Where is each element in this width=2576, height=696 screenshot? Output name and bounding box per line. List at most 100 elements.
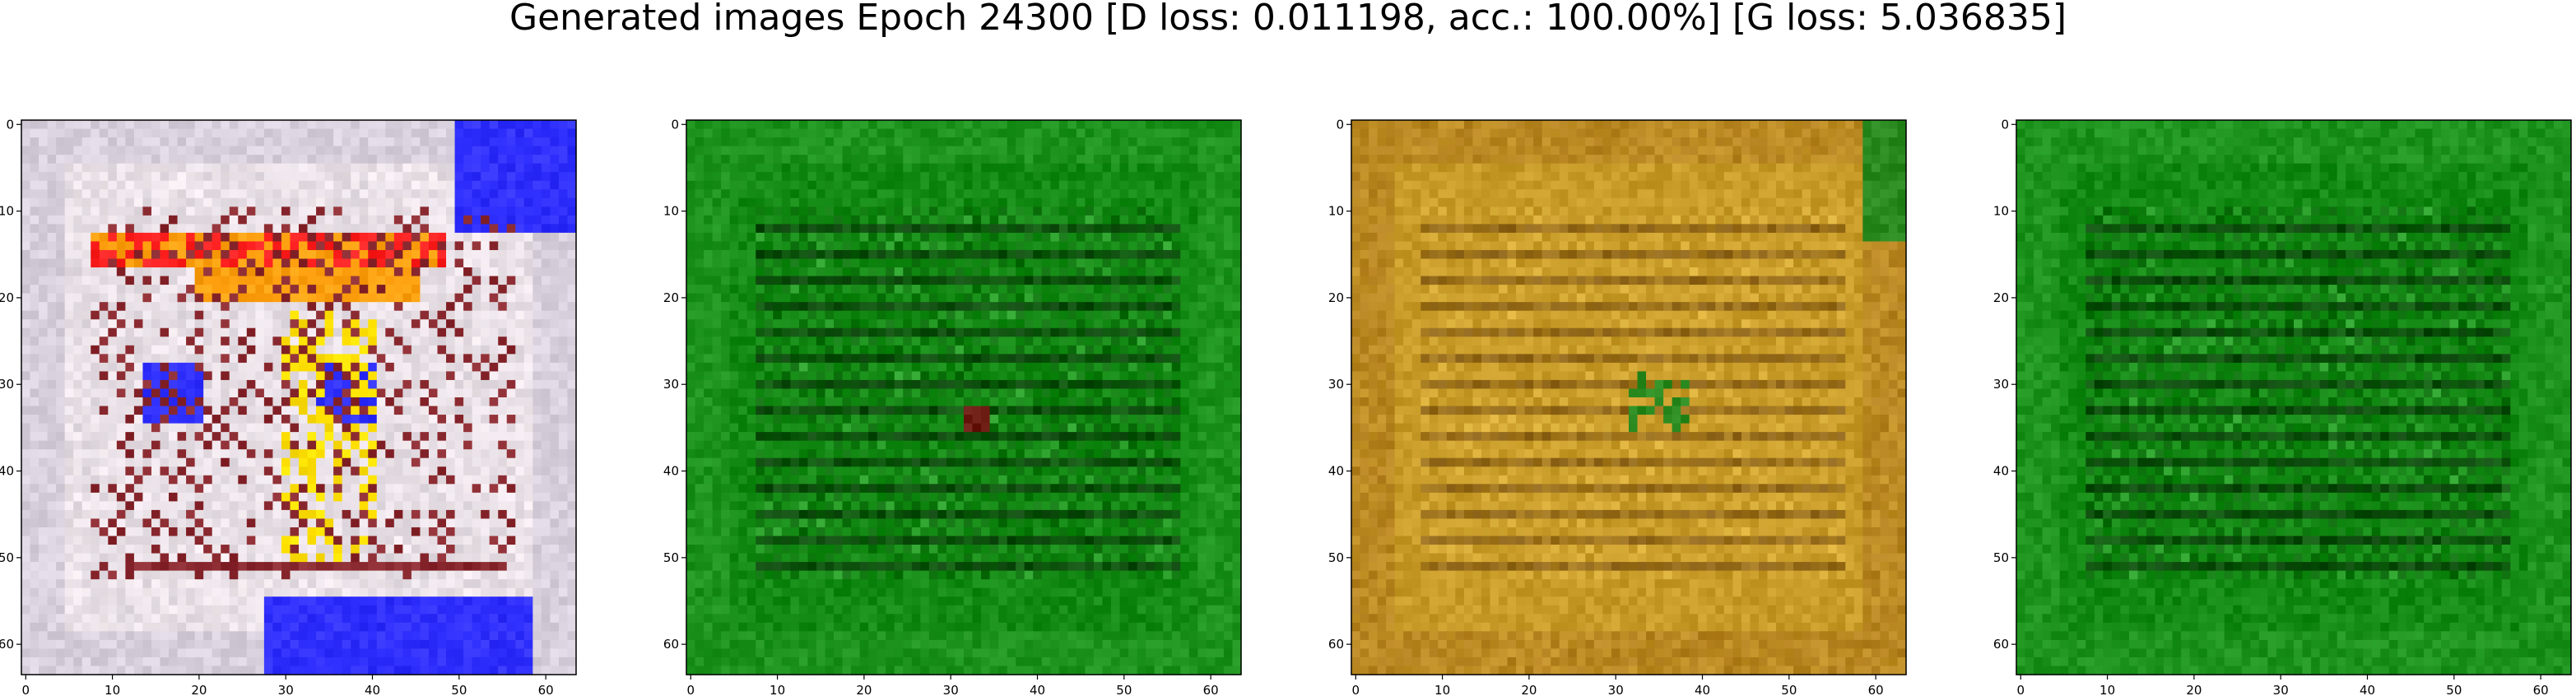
pixel <box>1025 164 1034 173</box>
pixel <box>1007 120 1016 129</box>
pixel <box>65 233 74 242</box>
pixel <box>272 206 281 216</box>
pixel <box>438 657 447 666</box>
pixel <box>308 441 317 450</box>
pixel <box>559 346 568 355</box>
pixel <box>429 328 438 337</box>
pixel <box>134 371 143 380</box>
pixel <box>368 648 377 657</box>
pixel <box>342 441 351 450</box>
pixel <box>73 371 82 380</box>
pixel <box>1111 155 1120 164</box>
pixel <box>886 164 895 173</box>
pixel <box>1163 120 1172 129</box>
pixel <box>342 181 351 190</box>
pixel <box>125 571 134 580</box>
pixel <box>195 380 204 389</box>
pixel <box>377 484 386 493</box>
pixel <box>1155 120 1164 129</box>
pixel <box>903 224 912 233</box>
pixel <box>247 259 256 268</box>
pixel <box>351 441 360 450</box>
pixel <box>169 596 178 606</box>
pixel <box>48 406 57 415</box>
pixel <box>316 267 325 276</box>
pixel <box>203 640 212 649</box>
pixel <box>117 666 126 675</box>
pixel <box>1103 172 1112 181</box>
pixel <box>429 311 438 320</box>
pixel <box>203 129 212 138</box>
pixel <box>903 137 912 146</box>
pixel <box>325 510 334 519</box>
pixel <box>877 164 886 173</box>
pixel <box>117 181 126 190</box>
pixel <box>178 623 187 632</box>
pixel <box>39 319 48 328</box>
pixel <box>178 397 187 406</box>
pixel <box>446 216 455 225</box>
pixel <box>851 206 860 216</box>
pixel <box>230 267 239 276</box>
pixel <box>498 259 507 268</box>
pixel <box>377 371 386 380</box>
pixel <box>1207 120 1216 129</box>
pixel <box>100 206 109 216</box>
pixel <box>255 415 264 424</box>
pixel <box>550 189 559 198</box>
pixel <box>186 579 195 588</box>
pixel <box>1163 216 1172 225</box>
pixel <box>1111 120 1120 129</box>
pixel <box>281 518 291 527</box>
pixel <box>524 493 533 502</box>
pixel <box>299 441 308 450</box>
pixel <box>281 424 291 433</box>
pixel <box>868 198 877 207</box>
pixel <box>195 518 204 527</box>
pixel <box>30 623 40 632</box>
pixel <box>550 571 559 580</box>
pixel <box>1059 164 1068 173</box>
pixel <box>532 311 542 320</box>
pixel <box>316 579 325 588</box>
pixel <box>316 588 325 597</box>
pixel <box>515 562 524 571</box>
pixel <box>721 233 730 242</box>
pixel <box>765 233 774 242</box>
pixel <box>238 510 247 519</box>
pixel <box>290 346 299 355</box>
pixel <box>160 562 170 571</box>
pixel <box>21 579 30 588</box>
pixel <box>1128 216 1137 225</box>
pixel <box>886 172 895 181</box>
pixel <box>377 189 386 198</box>
pixel <box>160 155 170 164</box>
pixel <box>65 579 74 588</box>
pixel <box>368 441 377 450</box>
pixel <box>490 415 499 424</box>
pixel <box>799 137 808 146</box>
pixel <box>481 206 490 216</box>
pixel <box>816 172 825 181</box>
pixel <box>299 631 308 640</box>
pixel <box>1085 137 1094 146</box>
pixel <box>39 302 48 311</box>
pixel <box>342 267 351 276</box>
pixel <box>816 181 825 190</box>
pixel <box>1180 155 1189 164</box>
pixel <box>151 397 160 406</box>
pixel <box>756 198 765 207</box>
pixel <box>481 164 490 173</box>
pixel <box>342 623 351 632</box>
pixel <box>151 571 160 580</box>
pixel <box>429 380 438 389</box>
pixel <box>472 666 481 675</box>
pixel <box>420 216 429 225</box>
pixel <box>567 596 576 606</box>
pixel <box>100 493 109 502</box>
pixel <box>255 562 264 571</box>
pixel <box>212 606 221 615</box>
pixel <box>65 371 74 380</box>
pixel <box>325 311 334 320</box>
pixel <box>203 449 212 458</box>
